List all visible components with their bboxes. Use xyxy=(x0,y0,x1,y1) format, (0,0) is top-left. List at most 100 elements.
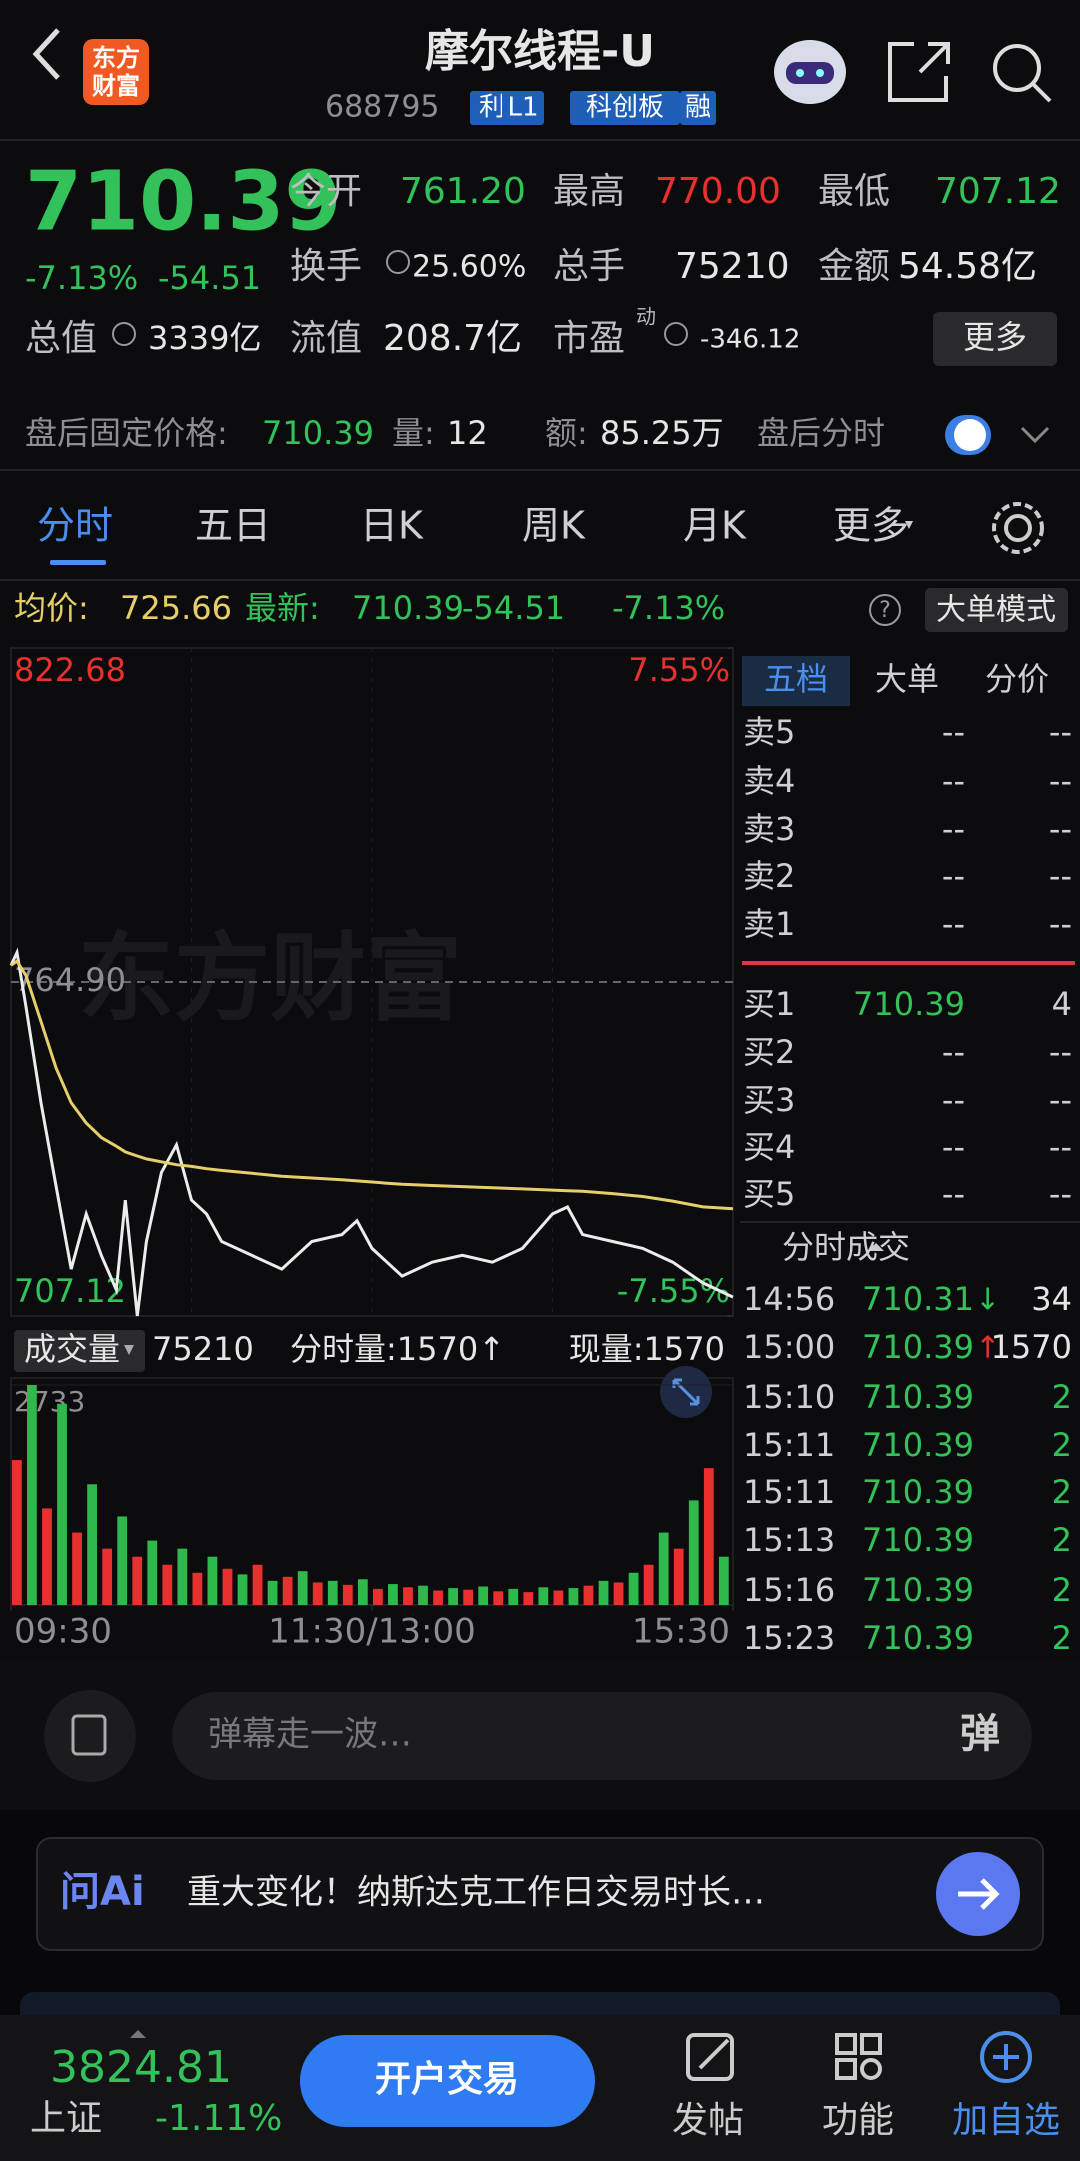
tag-bg xyxy=(502,91,544,125)
volume-label[interactable]: 成交量 xyxy=(24,1330,120,1368)
price-line xyxy=(9,947,734,1317)
trade-price: 710.39 xyxy=(862,1571,974,1609)
logo-text: 财富 xyxy=(92,72,140,100)
share-button[interactable] xyxy=(888,42,950,102)
after-hours-toggle: 盘后分时 xyxy=(757,414,885,452)
index-change: -1.11% xyxy=(155,2098,282,2139)
tab[interactable]: 分时 xyxy=(37,504,113,548)
volume-bar xyxy=(207,1556,218,1605)
tab[interactable]: 日K xyxy=(360,504,424,548)
nav-label[interactable]: 发帖 xyxy=(672,2100,744,2141)
tab[interactable]: 月K xyxy=(683,504,747,548)
after-hours-amount-label: 额: xyxy=(545,414,588,452)
help-icon[interactable] xyxy=(869,594,901,626)
book-volume: -- xyxy=(1049,762,1072,800)
stat-value: 707.12 xyxy=(935,171,1061,212)
info-icon xyxy=(112,322,136,346)
logo[interactable] xyxy=(83,39,149,105)
toggle-knob xyxy=(954,419,986,451)
trade-volume: 1570 xyxy=(991,1328,1072,1366)
tab[interactable]: 周K xyxy=(522,504,586,548)
mode-label[interactable]: 大单模式 xyxy=(936,593,1056,628)
volume-bar xyxy=(628,1572,639,1605)
danmaku-icon[interactable] xyxy=(44,1690,136,1782)
book-level: 卖2 xyxy=(743,857,795,895)
caret xyxy=(905,521,913,529)
back-button[interactable] xyxy=(32,28,60,80)
ai-banner[interactable] xyxy=(36,1837,1044,1951)
fullscreen-button[interactable] xyxy=(660,1366,712,1418)
volume-bar xyxy=(267,1580,278,1605)
caret xyxy=(124,1345,134,1355)
order-tab[interactable]: 分价 xyxy=(985,660,1049,698)
stock-code: 688795 xyxy=(325,90,440,125)
danmaku-button[interactable]: 弹 xyxy=(960,1711,1000,1757)
info-avg-label: 均价: xyxy=(14,589,89,627)
danmaku-placeholder[interactable]: 弹幕走一波… xyxy=(208,1715,412,1755)
search-button[interactable] xyxy=(993,44,1052,103)
tab[interactable]: 五日 xyxy=(195,504,271,548)
expand-chevron[interactable] xyxy=(1020,426,1050,444)
stat-value: 3339亿 xyxy=(148,319,261,357)
cta-button[interactable] xyxy=(300,2035,595,2127)
volume-bar xyxy=(688,1500,699,1605)
tab[interactable]: 更多 xyxy=(833,504,909,548)
volume-bar xyxy=(433,1590,443,1605)
volume-bar xyxy=(508,1588,519,1605)
trade-volume: 2 xyxy=(1052,1619,1072,1657)
x-tick-label: 11:30/13:00 xyxy=(268,1612,475,1652)
book-price: -- xyxy=(942,857,965,895)
danmaku-input[interactable] xyxy=(172,1692,1032,1780)
stat-label: 流值 xyxy=(290,318,362,359)
volume-selector[interactable] xyxy=(14,1330,145,1372)
y-tick-label: 2733 xyxy=(14,1385,85,1418)
x-tick-label: 09:30 xyxy=(14,1612,112,1652)
trade-time: 15:10 xyxy=(743,1378,835,1416)
stat-label: 市盈 xyxy=(553,318,625,359)
arrow xyxy=(958,1878,1000,1910)
after-hours-label: 盘后固定价格: xyxy=(25,414,228,452)
trades-title: 分时成交 xyxy=(782,1228,910,1266)
book-price: 710.39 xyxy=(853,985,965,1023)
stat-label: 金额 xyxy=(818,246,890,287)
after-hours-vol: 12 xyxy=(447,414,488,452)
trade-time: 15:11 xyxy=(743,1426,835,1464)
volume-bar xyxy=(538,1587,549,1605)
logo-text: 东方 xyxy=(92,44,140,72)
robot-icon[interactable] xyxy=(774,40,846,104)
order-tab[interactable]: 五档 xyxy=(764,660,828,698)
mode-button[interactable] xyxy=(925,588,1068,632)
stat-value: 54.58亿 xyxy=(898,246,1037,287)
book-price: -- xyxy=(942,1128,965,1166)
cta-label[interactable]: 开户交易 xyxy=(375,2058,519,2100)
volume-bar xyxy=(297,1571,308,1605)
volume-bar xyxy=(658,1532,669,1605)
volume-bar xyxy=(613,1582,624,1605)
book-volume: -- xyxy=(1049,810,1072,848)
order-tab-active[interactable] xyxy=(742,656,850,706)
settings-icon[interactable] xyxy=(992,502,1044,554)
book-price: -- xyxy=(942,713,965,751)
function-icon[interactable] xyxy=(835,2033,882,2080)
order-tab[interactable]: 大单 xyxy=(875,660,939,698)
volume-bar xyxy=(583,1585,594,1605)
change: -54.51 xyxy=(158,259,261,297)
after-hours-amount: 85.25万 xyxy=(600,414,724,452)
info-last: 710.39 xyxy=(352,589,464,627)
volume-bar xyxy=(388,1584,398,1605)
nav-label[interactable]: 功能 xyxy=(822,2100,894,2141)
volume-bar xyxy=(478,1586,489,1605)
volume-bar xyxy=(132,1556,143,1605)
book-level: 买1 xyxy=(743,985,795,1023)
post-icon[interactable] xyxy=(686,2033,734,2081)
nav-label[interactable]: 加自选 xyxy=(952,2100,1060,2141)
x-tick-label: 15:30 xyxy=(632,1612,730,1652)
watchlist-icon[interactable] xyxy=(980,2031,1032,2083)
tag-bg xyxy=(680,91,716,125)
change-pct: -7.13% xyxy=(25,259,138,297)
more-button[interactable] xyxy=(933,312,1057,366)
more-button-label[interactable]: 更多 xyxy=(963,318,1027,356)
volume-bar xyxy=(252,1564,263,1605)
stat-value: -346.12 xyxy=(700,325,800,355)
